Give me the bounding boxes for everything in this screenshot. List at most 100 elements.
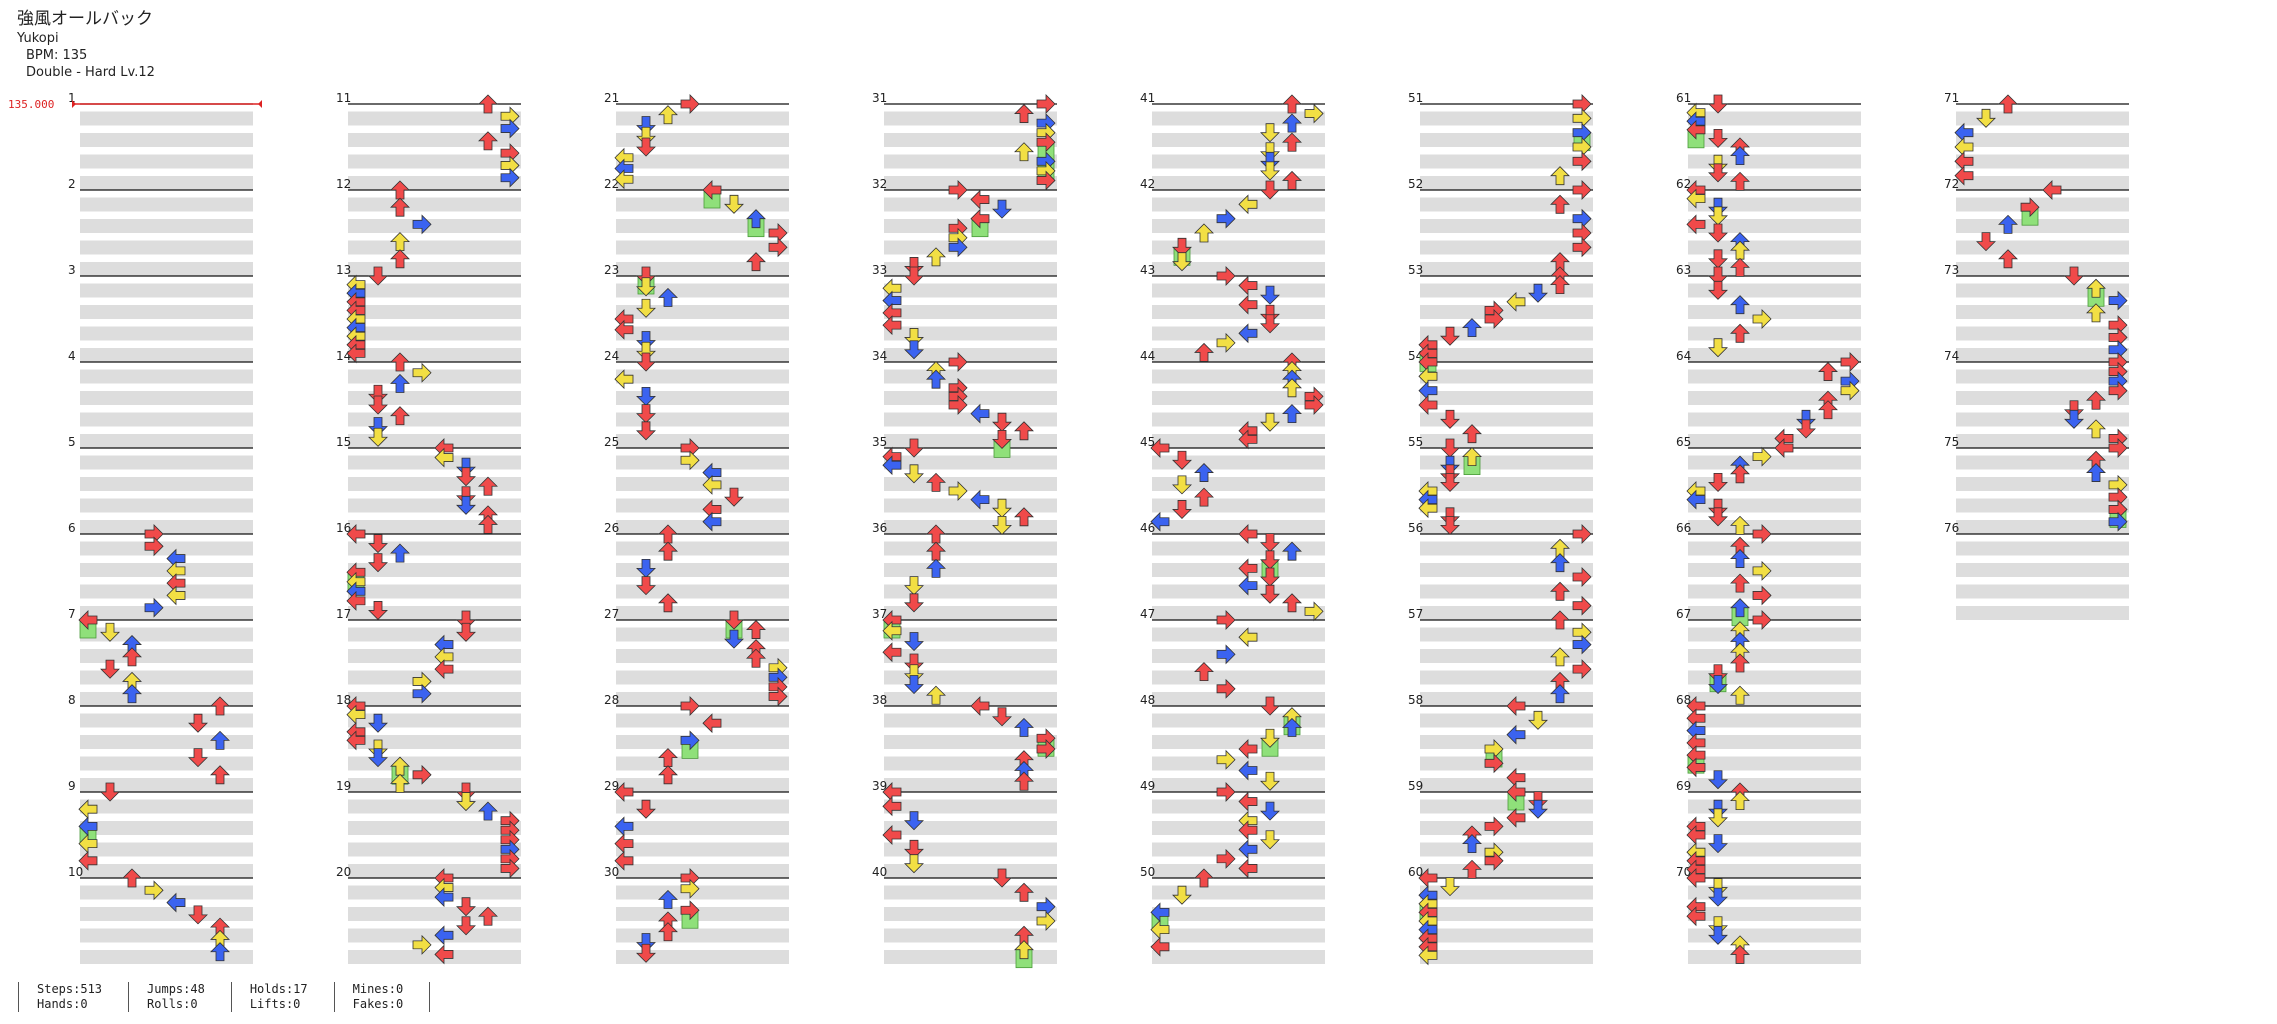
measure-number: 30 xyxy=(604,865,619,879)
step-arrow xyxy=(1418,498,1438,519)
beat-stripe xyxy=(348,262,521,276)
step-arrow xyxy=(144,536,164,557)
beat-stripe xyxy=(884,928,1057,943)
step-arrow xyxy=(636,352,656,372)
step-arrow xyxy=(882,620,902,641)
step-arrow xyxy=(614,369,634,390)
step-arrow xyxy=(390,773,410,793)
step-arrow xyxy=(1550,275,1570,295)
beat-stripe xyxy=(1956,412,2129,427)
beat-stripe xyxy=(1420,928,1593,943)
beat-stripe xyxy=(884,649,1057,663)
beat-stripe xyxy=(616,756,789,771)
beat-stripe xyxy=(80,391,253,405)
step-arrow xyxy=(1260,830,1280,850)
beat-stripe xyxy=(1152,434,1325,448)
step-arrow xyxy=(1528,799,1548,819)
step-arrow xyxy=(1260,550,1280,570)
stat-value: Holds:17 xyxy=(249,982,308,996)
step-arrow xyxy=(1440,516,1460,535)
measure-number: 55 xyxy=(1408,435,1423,449)
step-arrow xyxy=(1216,848,1236,869)
step-arrow xyxy=(1550,553,1570,573)
step-arrow xyxy=(636,137,656,157)
measure-number: 10 xyxy=(68,865,83,879)
step-arrow xyxy=(724,610,744,630)
beat-stripe xyxy=(616,950,789,964)
measure-number: 8 xyxy=(68,693,76,707)
beat-stripe xyxy=(80,584,253,599)
beat-stripe xyxy=(1956,584,2129,599)
step-arrow xyxy=(1462,834,1482,853)
beat-stripe xyxy=(616,133,789,147)
step-arrow xyxy=(1194,487,1214,507)
beat-stripe xyxy=(1420,434,1593,448)
step-arrow xyxy=(1998,214,2018,234)
beat-stripe xyxy=(1420,756,1593,771)
beat-stripe xyxy=(80,176,253,190)
beat-stripe xyxy=(1152,821,1325,835)
measure-number: 53 xyxy=(1408,263,1423,277)
step-arrow xyxy=(1036,132,1056,153)
step-arrow xyxy=(1550,610,1570,630)
beat-stripe xyxy=(616,176,789,190)
beat-stripe xyxy=(1688,606,1861,620)
beat-stripe xyxy=(348,842,521,857)
beat-stripe xyxy=(1152,348,1325,362)
beat-stripe xyxy=(616,240,789,255)
step-arrow xyxy=(992,516,1012,535)
beat-stripe xyxy=(1688,692,1861,706)
step-arrow xyxy=(992,868,1012,888)
beat-stripe xyxy=(1152,477,1325,491)
step-arrow xyxy=(456,486,476,506)
step-arrow xyxy=(948,180,968,200)
beat-stripe xyxy=(1152,713,1325,728)
step-arrow xyxy=(1998,94,2018,114)
step-arrow xyxy=(1238,760,1258,781)
step-arrow xyxy=(368,427,388,447)
step-arrow xyxy=(948,395,968,415)
step-arrow xyxy=(1686,868,1706,888)
beat-stripe xyxy=(348,713,521,728)
step-arrow xyxy=(1998,249,2018,269)
step-arrow xyxy=(1708,163,1728,183)
beat-stripe xyxy=(348,821,521,835)
beat-stripe xyxy=(616,627,789,642)
beat-stripe xyxy=(80,606,253,620)
step-arrow xyxy=(680,878,700,899)
measure-number: 50 xyxy=(1140,865,1155,879)
beat-stripe xyxy=(1956,434,2129,448)
step-arrow xyxy=(636,341,656,361)
step-arrow xyxy=(636,933,656,953)
stat-value: Mines:0 xyxy=(352,982,404,996)
beat-stripe xyxy=(1688,670,1861,685)
beat-stripe xyxy=(1420,735,1593,749)
step-arrow xyxy=(1440,409,1460,429)
step-arrow xyxy=(1150,438,1170,458)
beat-stripe xyxy=(348,348,521,362)
beat-stripe xyxy=(884,133,1057,147)
step-arrow xyxy=(1572,180,1592,200)
step-arrow xyxy=(122,684,142,704)
step-arrow xyxy=(1752,446,1772,467)
measure-number: 76 xyxy=(1944,521,1959,535)
step-arrow xyxy=(412,683,432,704)
step-arrow xyxy=(1752,585,1772,606)
step-arrow xyxy=(680,900,700,921)
beat-stripe xyxy=(884,821,1057,835)
step-arrow xyxy=(1014,421,1034,441)
beat-stripe xyxy=(1420,627,1593,642)
beat-stripe xyxy=(616,154,789,169)
beat-stripe xyxy=(80,154,253,169)
step-arrow xyxy=(1730,685,1750,705)
measure-number: 44 xyxy=(1140,349,1155,363)
step-arrow xyxy=(904,257,924,277)
beat-stripe xyxy=(616,305,789,319)
step-arrow xyxy=(636,421,656,441)
step-arrow xyxy=(1282,404,1302,424)
step-arrow xyxy=(456,622,476,642)
step-arrow xyxy=(478,906,498,926)
step-arrow xyxy=(970,696,990,716)
step-arrow xyxy=(1730,257,1750,277)
step-arrow xyxy=(1730,598,1750,618)
